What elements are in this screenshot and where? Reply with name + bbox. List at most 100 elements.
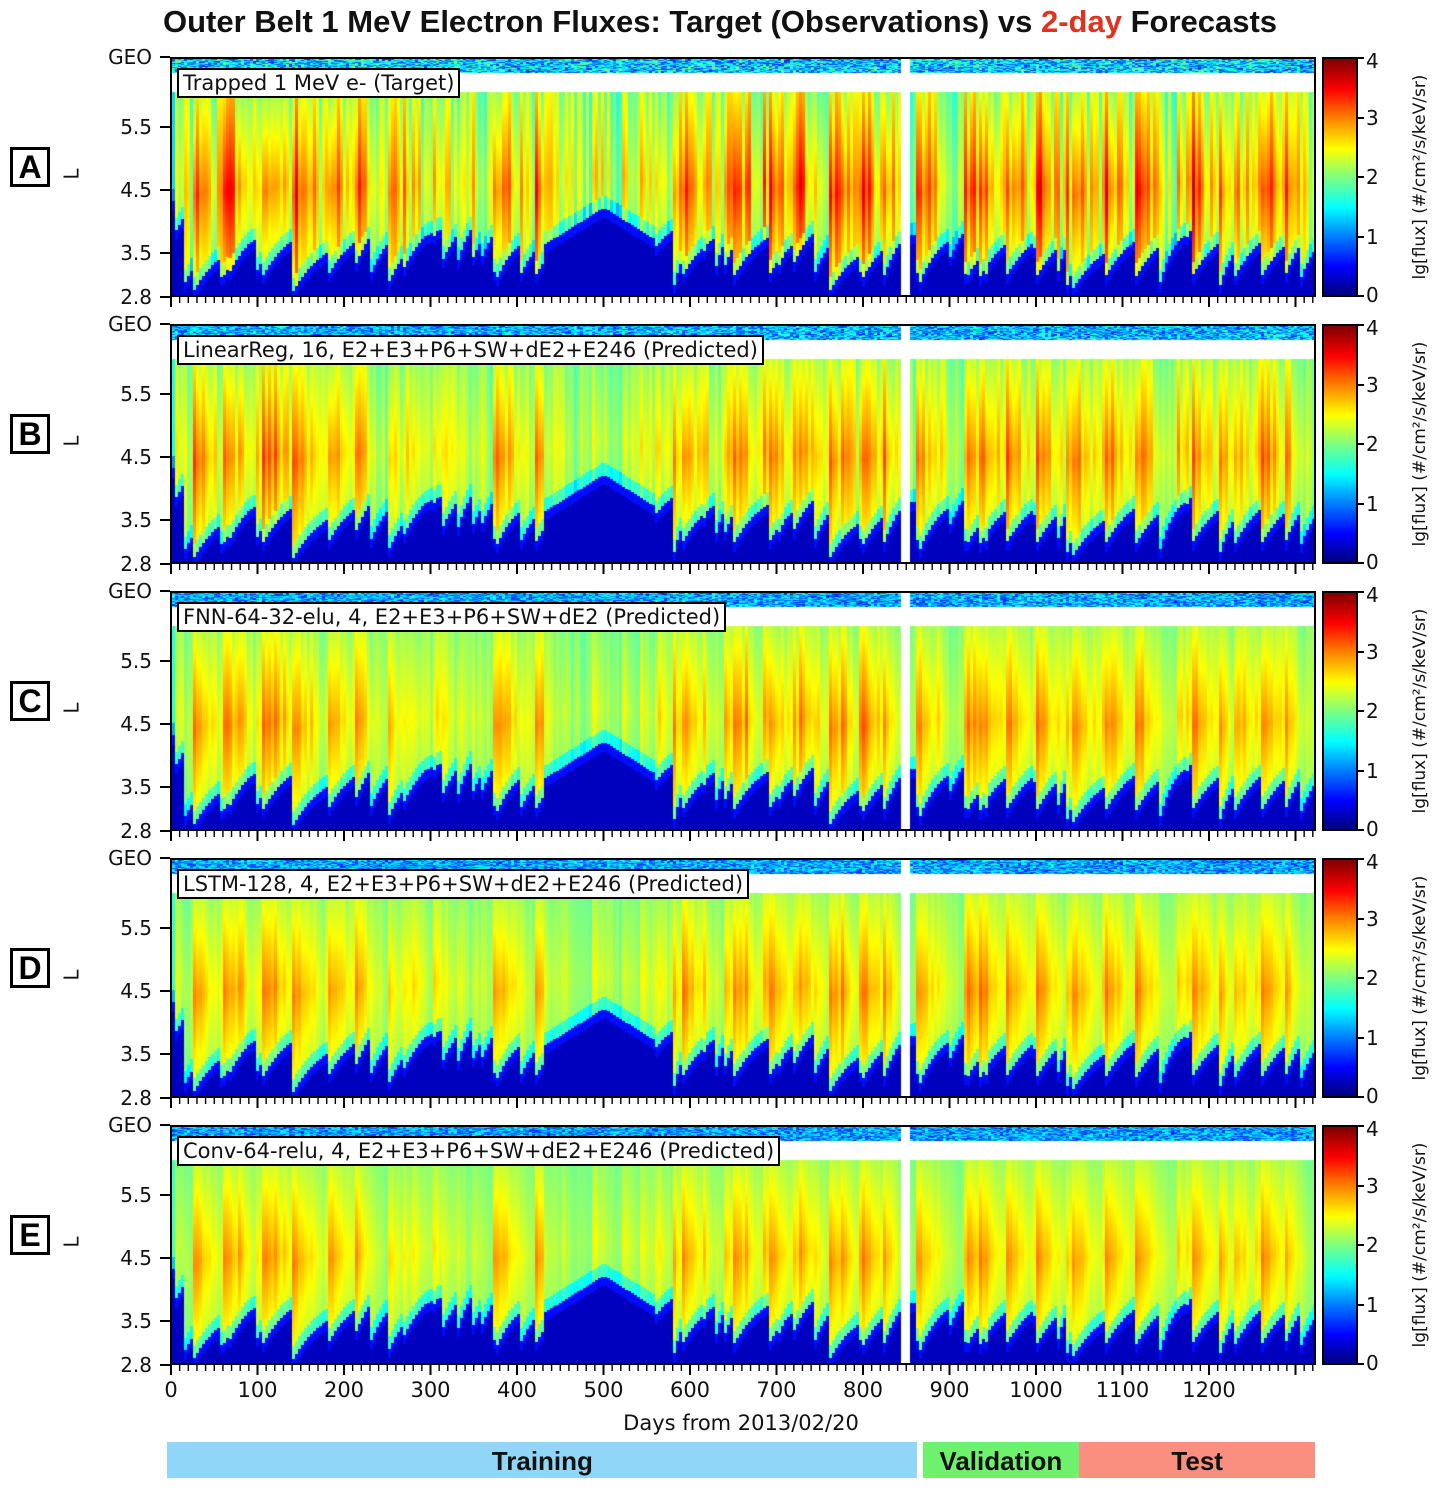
y-tick-mark (160, 456, 170, 459)
colorbar-tick (1358, 176, 1364, 178)
x-tick-label: 200 (323, 1378, 365, 1402)
y-tick-label: 5.5 (120, 1183, 152, 1208)
colorbar-tick-label: 1 (1366, 1292, 1379, 1317)
colorbar-tick (1358, 829, 1364, 831)
phase-test: Test (1079, 1442, 1316, 1478)
y-tick-label: GEO (108, 45, 152, 69)
colorbar-tick (1358, 562, 1364, 564)
colorbar-label: lg[flux] (#/cm²/s/keV/sr) (1410, 875, 1430, 1081)
y-tick-label: 3.5 (120, 508, 152, 533)
y-tick-label: 5.5 (120, 115, 152, 140)
colorbar-label: lg[flux] (#/cm²/s/keV/sr) (1410, 608, 1430, 814)
x-tick-marks (170, 564, 1314, 574)
y-tick-label: 4.5 (120, 712, 152, 737)
x-tick-label: 800 (842, 1378, 884, 1402)
panel-letter: A (10, 147, 50, 187)
panel-letter: D (10, 948, 50, 988)
title-highlight: 2-day (1040, 4, 1122, 39)
y-tick-label: 3.5 (120, 1042, 152, 1067)
x-tick-label: 100 (237, 1378, 278, 1402)
heatmap-plot: Conv-64-relu, 4, E2+E3+P6+SW+dE2+E246 (P… (170, 1125, 1316, 1365)
x-tick-marks (170, 297, 1314, 307)
colorbar-tick-label: 1 (1366, 224, 1379, 249)
y-tick-mark (160, 563, 170, 565)
x-tick-marks (170, 1365, 1314, 1375)
colorbar-tick-label: 2 (1366, 165, 1379, 189)
colorbar-tick-label: 3 (1366, 906, 1379, 931)
colorbar-tick-label: 2 (1366, 1233, 1379, 1257)
y-tick-mark (160, 296, 170, 298)
y-tick-mark (160, 323, 170, 325)
y-tick-label: 2.8 (120, 1086, 152, 1110)
heatmap-plot: Trapped 1 MeV e- (Target) (170, 57, 1316, 297)
colorbar (1322, 57, 1358, 297)
colorbar-tick-label: 0 (1366, 550, 1379, 574)
y-tick-mark (160, 1320, 170, 1323)
colorbar-tick (1358, 1363, 1364, 1365)
colorbar-tick-label: 1 (1366, 758, 1379, 783)
y-tick-mark (160, 660, 170, 663)
y-tick-mark (160, 393, 170, 396)
y-tick-label: 2.8 (120, 819, 152, 843)
colorbar-tick (1358, 769, 1364, 772)
colorbar-tick-label: 4 (1366, 1117, 1379, 1141)
colorbar-tick (1358, 1184, 1364, 1187)
colorbar-tick (1358, 383, 1364, 386)
colorbar-tick (1358, 295, 1364, 297)
colorbar-tick-label: 4 (1366, 583, 1379, 607)
heatmap-plot: LinearReg, 16, E2+E3+P6+SW+dE2+E246 (Pre… (170, 324, 1316, 564)
colorbar-tick-label: 3 (1366, 105, 1379, 130)
flux-heatmap (172, 59, 1314, 295)
y-tick-mark (160, 189, 170, 192)
colorbar-tick-label: 2 (1366, 699, 1379, 723)
y-tick-label: 4.5 (120, 178, 152, 203)
colorbar-label: lg[flux] (#/cm²/s/keV/sr) (1410, 341, 1430, 547)
y-axis-title: L (59, 969, 84, 981)
panel-letter: C (10, 681, 50, 721)
panel-label: Conv-64-relu, 4, E2+E3+P6+SW+dE2+E246 (P… (177, 1136, 781, 1166)
colorbar-tick-label: 0 (1366, 817, 1379, 841)
y-tick-label: 2.8 (120, 1353, 152, 1377)
colorbar (1322, 1125, 1358, 1365)
colorbar-tick (1358, 710, 1364, 712)
panel-b: B L GEO 5.5 4.5 3.5 2.8 LinearReg, 16, E2+E3+P6… (0, 312, 1440, 591)
heatmap-plot: LSTM-128, 4, E2+E3+P6+SW+dE2+E246 (Predi… (170, 858, 1316, 1098)
y-tick-mark (160, 1053, 170, 1056)
colorbar-tick-label: 0 (1366, 1084, 1379, 1108)
colorbar-tick (1358, 1303, 1364, 1306)
colorbar (1322, 858, 1358, 1098)
panel-c: C L GEO 5.5 4.5 3.5 2.8 FNN-64-32-elu, 4, E2+E3… (0, 579, 1440, 858)
y-tick-mark (160, 723, 170, 726)
y-tick-label: 4.5 (120, 1246, 152, 1271)
y-tick-mark (160, 252, 170, 255)
flux-heatmap (172, 326, 1314, 562)
flux-heatmap (172, 593, 1314, 829)
flux-heatmap (172, 860, 1314, 1096)
x-tick-label: 600 (669, 1378, 711, 1402)
phase-training: Training (167, 1442, 918, 1478)
y-axis-title: L (59, 168, 84, 180)
colorbar-tick-label: 2 (1366, 966, 1379, 990)
y-tick-mark (160, 590, 170, 592)
colorbar-tick-label: 0 (1366, 1351, 1379, 1375)
colorbar (1322, 591, 1358, 831)
title-text: Outer Belt 1 MeV Electron Fluxes: Target… (162, 4, 1041, 39)
colorbar-tick (1358, 502, 1364, 505)
colorbar (1322, 324, 1358, 564)
y-tick-label: 4.5 (120, 979, 152, 1004)
y-tick-label: 3.5 (120, 1309, 152, 1334)
colorbar-tick (1358, 977, 1364, 979)
y-tick-mark (160, 990, 170, 993)
y-tick-label: GEO (108, 1113, 152, 1137)
colorbar-tick-label: 4 (1366, 316, 1379, 340)
y-tick-mark (160, 1124, 170, 1126)
x-tick-label: 1000 (1009, 1378, 1063, 1402)
x-tick-marks (170, 1098, 1314, 1108)
y-tick-mark (160, 1097, 170, 1099)
colorbar-tick (1358, 116, 1364, 119)
phase-validation: Validation (922, 1442, 1080, 1478)
colorbar-tick (1358, 324, 1364, 326)
x-tick-label: 700 (756, 1378, 797, 1402)
y-tick-label: GEO (108, 312, 152, 336)
x-tick-label: 1200 (1182, 1378, 1236, 1402)
